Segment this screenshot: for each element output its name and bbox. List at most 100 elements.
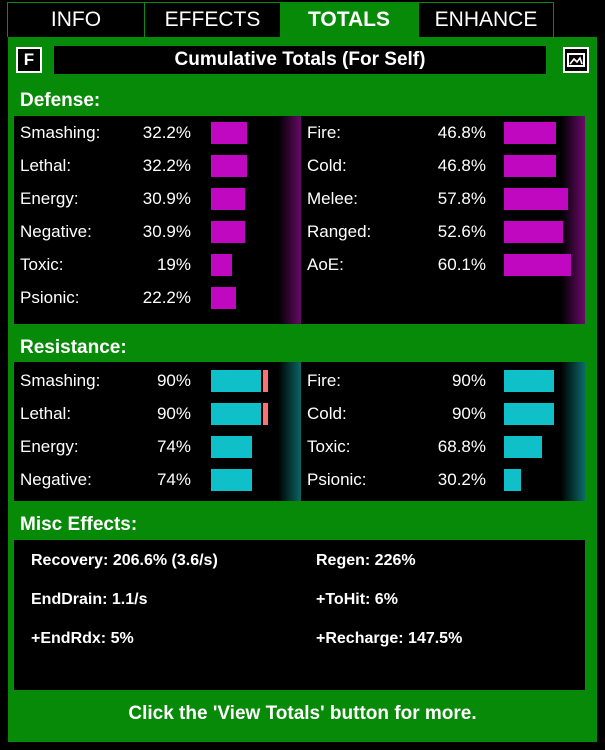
misc-endrdx: +EndRdx: 5% xyxy=(31,630,134,647)
resistance-stat-label: Psionic: xyxy=(307,470,367,489)
resistance-stat-bar xyxy=(504,436,542,458)
resistance-row: Psionic: 30.2% xyxy=(301,463,585,496)
defense-stat-label: Fire: xyxy=(307,123,341,142)
resistance-stat-label: Lethal: xyxy=(20,404,72,423)
resistance-stat-value: 74% xyxy=(156,437,191,456)
resistance-stat-label: Toxic: xyxy=(307,437,351,456)
defense-row: Negative: 30.9% xyxy=(14,215,298,248)
defense-row: Psionic: 22.2% xyxy=(14,281,298,314)
resistance-stat-value: 30.2% xyxy=(437,470,486,489)
resistance-stat-value: 90% xyxy=(451,404,486,423)
resistance-row: Fire: 90% xyxy=(301,364,585,397)
defense-row: Fire: 46.8% xyxy=(301,116,585,149)
resistance-stat-bar xyxy=(211,403,261,425)
picture-icon[interactable] xyxy=(563,47,589,73)
defense-stat-value: 52.6% xyxy=(437,222,486,241)
defense-stat-value: 32.2% xyxy=(142,123,191,142)
defense-stat-label: Smashing: xyxy=(20,123,101,142)
defense-stat-label: AoE: xyxy=(307,255,344,274)
tab-enhance[interactable]: ENHANCE xyxy=(418,2,554,37)
resistance-stat-value: 90% xyxy=(156,404,191,423)
defense-stat-bar xyxy=(211,254,232,276)
defense-stat-value: 19% xyxy=(156,255,191,274)
resistance-cap-marker xyxy=(263,403,268,425)
tab-info[interactable]: INFO xyxy=(7,2,145,37)
defense-stat-value: 32.2% xyxy=(142,156,191,175)
misc-enddrain: EndDrain: 1.1/s xyxy=(31,591,148,608)
tab-bar: INFO EFFECTS TOTALS ENHANCE xyxy=(0,0,605,38)
resistance-stat-label: Negative: xyxy=(20,470,92,489)
misc-tohit: +ToHit: 6% xyxy=(316,591,398,608)
defense-stat-value: 22.2% xyxy=(142,288,191,307)
defense-row: Lethal: 32.2% xyxy=(14,149,298,182)
resistance-row: Cold: 90% xyxy=(301,397,585,430)
defense-stat-bar xyxy=(504,221,563,243)
defense-row: Ranged: 52.6% xyxy=(301,215,585,248)
f-button[interactable]: F xyxy=(16,47,42,73)
totals-panel: F Cumulative Totals (For Self) Defense: … xyxy=(8,37,597,742)
resistance-stat-bar xyxy=(211,469,252,491)
resistance-stat-label: Smashing: xyxy=(20,371,101,390)
resistance-row: Toxic: 68.8% xyxy=(301,430,585,463)
defense-stat-label: Lethal: xyxy=(20,156,72,175)
resistance-stat-value: 68.8% xyxy=(437,437,486,456)
resistance-row: Smashing: 90% xyxy=(14,364,298,397)
resistance-stat-bar xyxy=(504,403,554,425)
misc-recovery: Recovery: 206.6% (3.6/s) xyxy=(31,552,218,569)
defense-row: Smashing: 32.2% xyxy=(14,116,298,149)
resistance-row: Lethal: 90% xyxy=(14,397,298,430)
defense-stat-label: Negative: xyxy=(20,222,92,241)
defense-stat-label: Psionic: xyxy=(20,288,80,307)
defense-stat-label: Ranged: xyxy=(307,222,372,241)
defense-stat-bar xyxy=(504,155,556,177)
defense-stat-bar xyxy=(504,122,556,144)
resistance-heading: Resistance: xyxy=(20,337,127,358)
resistance-stat-label: Energy: xyxy=(20,437,79,456)
defense-stat-bar xyxy=(211,155,247,177)
defense-left-edge xyxy=(278,116,302,324)
resistance-right-box: Fire: 90% Cold: 90% Toxic: 68.8% Psionic: 30.2% xyxy=(301,362,585,501)
resistance-stat-label: Cold: xyxy=(307,404,347,423)
misc-box: Recovery: 206.6% (3.6/s) Regen: 226% End… xyxy=(14,540,585,690)
resistance-stat-bar xyxy=(211,370,261,392)
defense-stat-label: Cold: xyxy=(307,156,347,175)
resistance-left-box: Smashing: 90% Lethal: 90% Energy: 74% Negative… xyxy=(14,362,302,501)
defense-stat-value: 46.8% xyxy=(437,123,486,142)
misc-recharge: +Recharge: 147.5% xyxy=(316,630,463,647)
defense-right-edge xyxy=(561,116,585,324)
resistance-stat-value: 90% xyxy=(156,371,191,390)
resistance-stat-value: 74% xyxy=(156,470,191,489)
resistance-stat-label: Fire: xyxy=(307,371,341,390)
defense-row: Toxic: 19% xyxy=(14,248,298,281)
defense-heading: Defense: xyxy=(20,90,101,111)
resistance-stat-bar xyxy=(504,469,521,491)
resistance-row: Negative: 74% xyxy=(14,463,298,496)
defense-stat-bar xyxy=(211,221,245,243)
defense-stat-label: Toxic: xyxy=(20,255,64,274)
defense-stat-bar xyxy=(211,122,247,144)
defense-stat-value: 46.8% xyxy=(437,156,486,175)
resistance-row: Energy: 74% xyxy=(14,430,298,463)
defense-row: AoE: 60.1% xyxy=(301,248,585,281)
resistance-right-edge xyxy=(561,362,585,501)
resistance-left-edge xyxy=(278,362,302,501)
panel-title: Cumulative Totals (For Self) xyxy=(54,46,546,74)
defense-stat-value: 60.1% xyxy=(437,255,486,274)
resistance-stat-bar xyxy=(211,436,252,458)
defense-left-box: Smashing: 32.2% Lethal: 32.2% Energy: 30.9% Ne… xyxy=(14,116,302,324)
defense-row: Cold: 46.8% xyxy=(301,149,585,182)
defense-stat-bar xyxy=(211,188,245,210)
defense-stat-bar xyxy=(211,287,236,309)
resistance-stat-bar xyxy=(504,370,554,392)
defense-stat-label: Energy: xyxy=(20,189,79,208)
tab-totals[interactable]: TOTALS xyxy=(280,2,418,37)
defense-stat-bar xyxy=(504,254,571,276)
defense-stat-label: Melee: xyxy=(307,189,359,208)
resistance-stat-value: 90% xyxy=(451,371,486,390)
defense-row: Melee: 57.8% xyxy=(301,182,585,215)
defense-stat-value: 30.9% xyxy=(142,189,191,208)
defense-right-box: Fire: 46.8% Cold: 46.8% Melee: 57.8% Ranged: 52… xyxy=(301,116,585,324)
tab-effects[interactable]: EFFECTS xyxy=(144,2,281,37)
defense-stat-value: 57.8% xyxy=(437,189,486,208)
defense-stat-value: 30.9% xyxy=(142,222,191,241)
